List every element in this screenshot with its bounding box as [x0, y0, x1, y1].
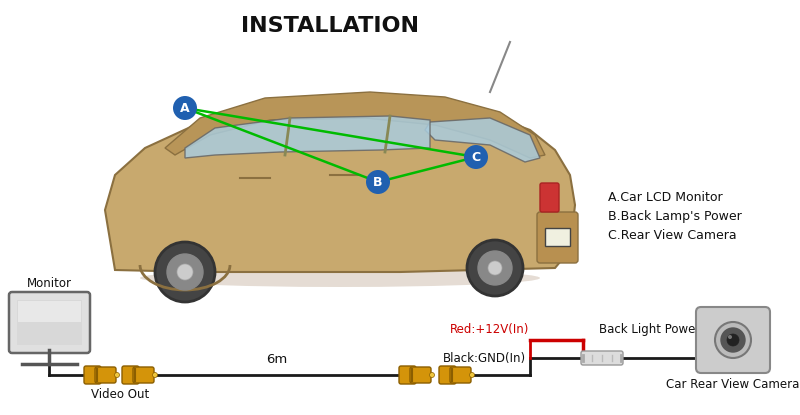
- Circle shape: [173, 96, 197, 120]
- Text: A: A: [180, 102, 190, 115]
- FancyBboxPatch shape: [439, 366, 456, 384]
- Circle shape: [155, 242, 215, 302]
- Polygon shape: [425, 118, 540, 162]
- FancyBboxPatch shape: [545, 228, 570, 246]
- Circle shape: [467, 240, 523, 296]
- Text: Red:+12V(In): Red:+12V(In): [450, 323, 530, 336]
- Text: C: C: [471, 151, 481, 164]
- Circle shape: [114, 373, 119, 378]
- FancyBboxPatch shape: [399, 366, 416, 384]
- Circle shape: [728, 335, 732, 339]
- FancyBboxPatch shape: [410, 367, 431, 383]
- Text: A.Car LCD Monitor: A.Car LCD Monitor: [608, 190, 722, 203]
- Circle shape: [478, 251, 512, 285]
- FancyBboxPatch shape: [18, 301, 81, 322]
- Circle shape: [488, 261, 502, 275]
- Circle shape: [153, 373, 158, 378]
- Text: C.Rear View Camera: C.Rear View Camera: [608, 229, 737, 242]
- Circle shape: [727, 334, 739, 346]
- Text: Back Light Power: Back Light Power: [599, 323, 701, 336]
- FancyBboxPatch shape: [133, 367, 154, 383]
- Circle shape: [430, 373, 434, 378]
- Polygon shape: [165, 92, 545, 158]
- FancyBboxPatch shape: [540, 183, 559, 212]
- FancyBboxPatch shape: [9, 292, 90, 353]
- Circle shape: [715, 322, 751, 358]
- Circle shape: [177, 264, 193, 280]
- Text: Black:GND(In): Black:GND(In): [443, 352, 526, 364]
- FancyBboxPatch shape: [581, 351, 623, 365]
- Ellipse shape: [140, 269, 540, 287]
- Circle shape: [366, 170, 390, 194]
- Text: B: B: [374, 176, 382, 189]
- FancyBboxPatch shape: [95, 367, 116, 383]
- Text: INSTALLATION: INSTALLATION: [241, 16, 419, 36]
- FancyBboxPatch shape: [450, 367, 471, 383]
- FancyBboxPatch shape: [122, 366, 139, 384]
- Circle shape: [464, 145, 488, 169]
- FancyBboxPatch shape: [696, 307, 770, 373]
- Polygon shape: [105, 100, 575, 272]
- Circle shape: [470, 373, 474, 378]
- FancyBboxPatch shape: [537, 212, 578, 263]
- Text: B.Back Lamp's Power: B.Back Lamp's Power: [608, 210, 742, 222]
- Text: Car Rear View Camera: Car Rear View Camera: [666, 378, 800, 391]
- Text: Monitor: Monitor: [26, 277, 71, 290]
- FancyBboxPatch shape: [17, 300, 82, 345]
- Polygon shape: [185, 116, 430, 158]
- Text: Video Out: Video Out: [91, 388, 149, 401]
- Circle shape: [721, 328, 745, 352]
- FancyBboxPatch shape: [84, 366, 101, 384]
- Text: 6m: 6m: [266, 353, 288, 366]
- Circle shape: [167, 254, 203, 290]
